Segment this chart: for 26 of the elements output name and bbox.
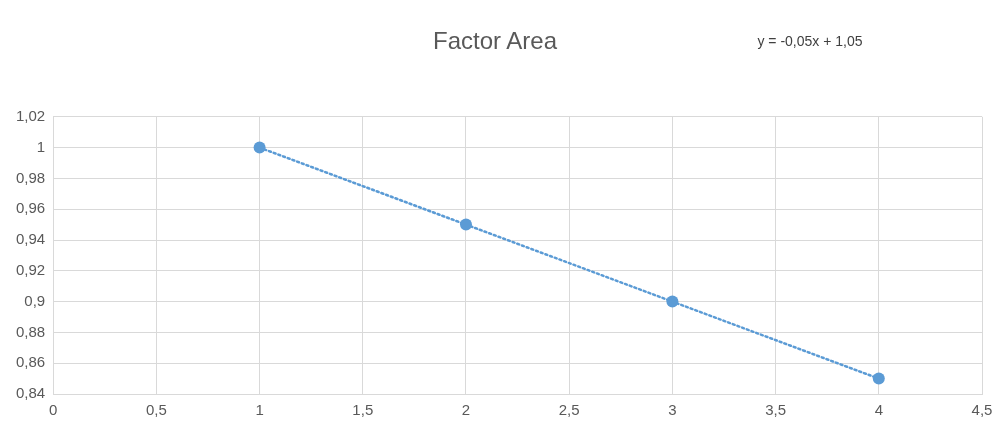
chart-title: Factor Area — [432, 27, 558, 55]
x-tick-label: 4 — [874, 401, 883, 419]
text: y = -0,05x + 1,05 — [757, 32, 863, 49]
x-tick-label: 3 — [668, 401, 677, 419]
point — [666, 295, 679, 308]
x-tick-label: 2 — [461, 401, 471, 419]
y-tick-label: 0,92 — [15, 260, 46, 278]
y-tick-label: 0,9 — [24, 291, 46, 309]
point — [460, 218, 472, 231]
x-tick-label: 1,5 — [352, 401, 374, 419]
y-tick-label: 0,86 — [15, 353, 46, 371]
x-tick-label: 0,5 — [145, 401, 167, 419]
x-tick-label: 4,5 — [971, 401, 993, 419]
x-tick-label: 1 — [255, 401, 264, 419]
x-tick-label: 2,5 — [558, 401, 580, 419]
point — [872, 372, 885, 385]
y-tick-label: 0,98 — [15, 168, 46, 186]
y-tick-label: 0,96 — [15, 199, 46, 217]
y-tick-label: 0,84 — [15, 384, 46, 402]
x-tick-label: 3,5 — [765, 401, 787, 419]
y-tick-label: 0,88 — [15, 322, 46, 340]
y-tick-label: 1,02 — [15, 106, 46, 124]
y-tick-label: 0,94 — [15, 230, 46, 248]
x-tick-label: 0 — [49, 401, 58, 419]
point — [253, 141, 266, 154]
y-tick-label: 1 — [36, 137, 46, 155]
